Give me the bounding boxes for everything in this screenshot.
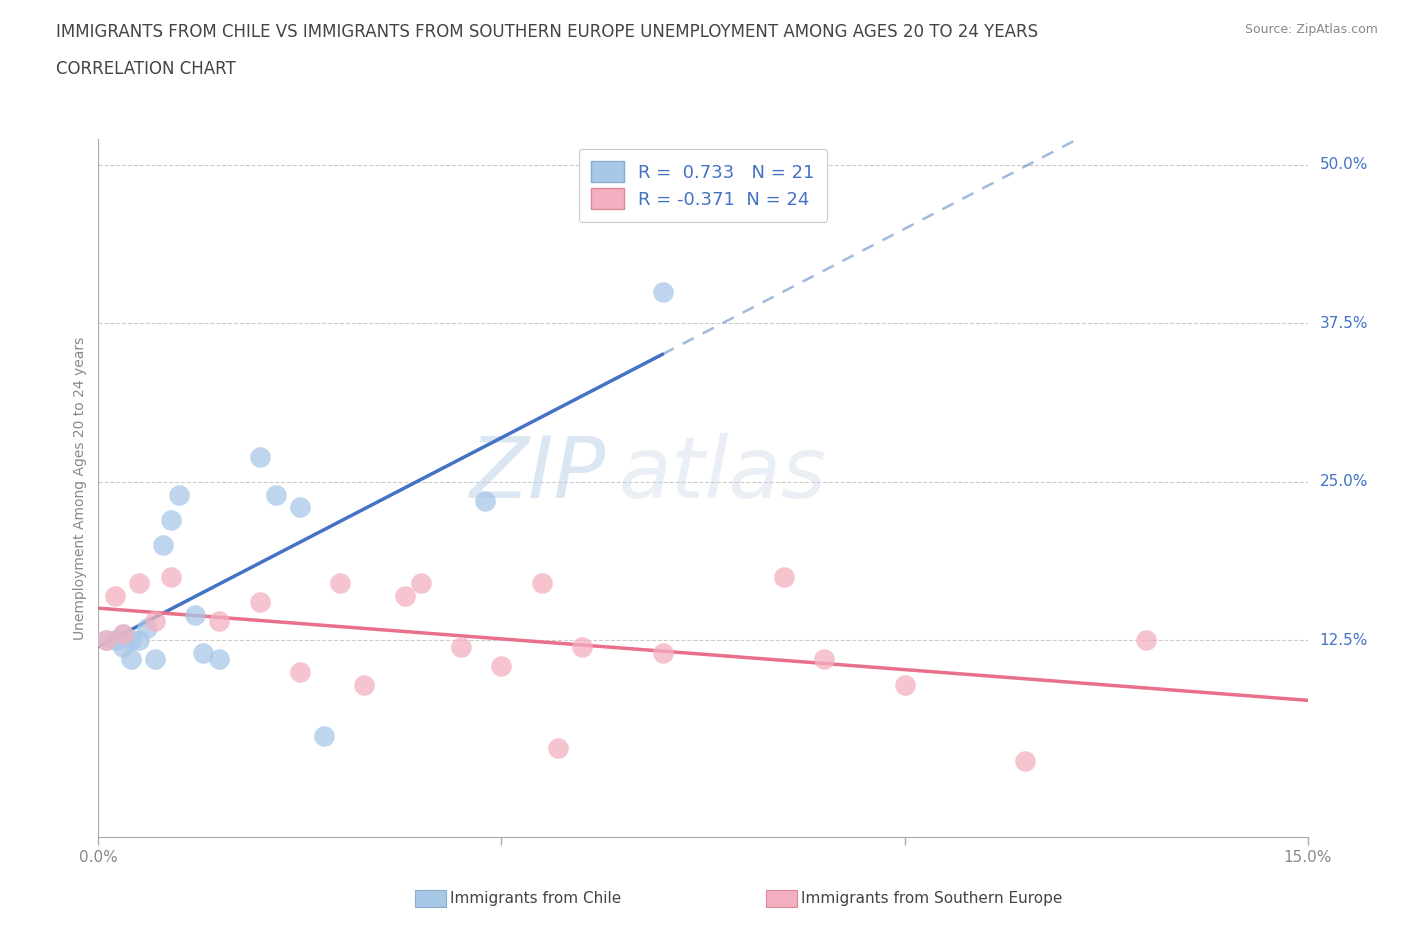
Point [143,652,166,667]
Point [96,633,118,648]
Text: IMMIGRANTS FROM CHILE VS IMMIGRANTS FROM SOUTHERN EUROPE UNEMPLOYMENT AMONG AGES: IMMIGRANTS FROM CHILE VS IMMIGRANTS FROM… [56,23,1039,41]
Point [409,576,432,591]
Point [813,652,835,667]
Point [128,576,150,591]
Point [120,633,142,648]
Point [249,595,271,610]
Text: Source: ZipAtlas.com: Source: ZipAtlas.com [1244,23,1378,36]
Text: ZIP: ZIP [470,432,606,516]
Point [353,677,375,692]
Point [394,589,416,604]
Point [103,633,125,648]
Point [450,639,472,654]
Point [96,633,118,648]
Point [530,576,553,591]
Text: CORRELATION CHART: CORRELATION CHART [56,60,236,78]
Point [128,633,150,648]
Point [120,652,142,667]
Point [208,614,231,629]
Text: atlas: atlas [619,432,827,516]
Point [288,665,311,680]
Y-axis label: Unemployment Among Ages 20 to 24 years: Unemployment Among Ages 20 to 24 years [73,337,87,640]
Point [152,538,174,552]
Point [651,645,673,660]
Point [571,639,593,654]
Point [772,569,794,584]
Point [111,627,134,642]
Point [1014,753,1036,768]
Text: 25.0%: 25.0% [1320,474,1368,489]
Point [184,607,207,622]
Text: Immigrants from Chile: Immigrants from Chile [450,891,621,906]
Legend: R =  0.733   N = 21, R = -0.371  N = 24: R = 0.733 N = 21, R = -0.371 N = 24 [579,149,827,222]
Point [288,499,311,514]
Point [160,569,183,584]
Point [135,620,157,635]
Point [208,652,231,667]
Point [111,627,134,642]
Point [111,639,134,654]
Point [329,576,352,591]
Point [103,589,125,604]
Point [651,285,673,299]
Point [474,494,496,509]
Point [893,677,915,692]
Point [249,449,271,464]
Point [491,658,513,673]
Text: 37.5%: 37.5% [1320,316,1368,331]
Point [193,645,215,660]
Point [143,614,166,629]
Point [1135,633,1157,648]
Point [547,741,569,756]
Text: 12.5%: 12.5% [1320,633,1368,648]
Text: 50.0%: 50.0% [1320,157,1368,172]
Point [264,487,287,502]
Point [314,728,336,743]
Point [160,512,183,527]
Point [167,487,190,502]
Text: Immigrants from Southern Europe: Immigrants from Southern Europe [801,891,1063,906]
